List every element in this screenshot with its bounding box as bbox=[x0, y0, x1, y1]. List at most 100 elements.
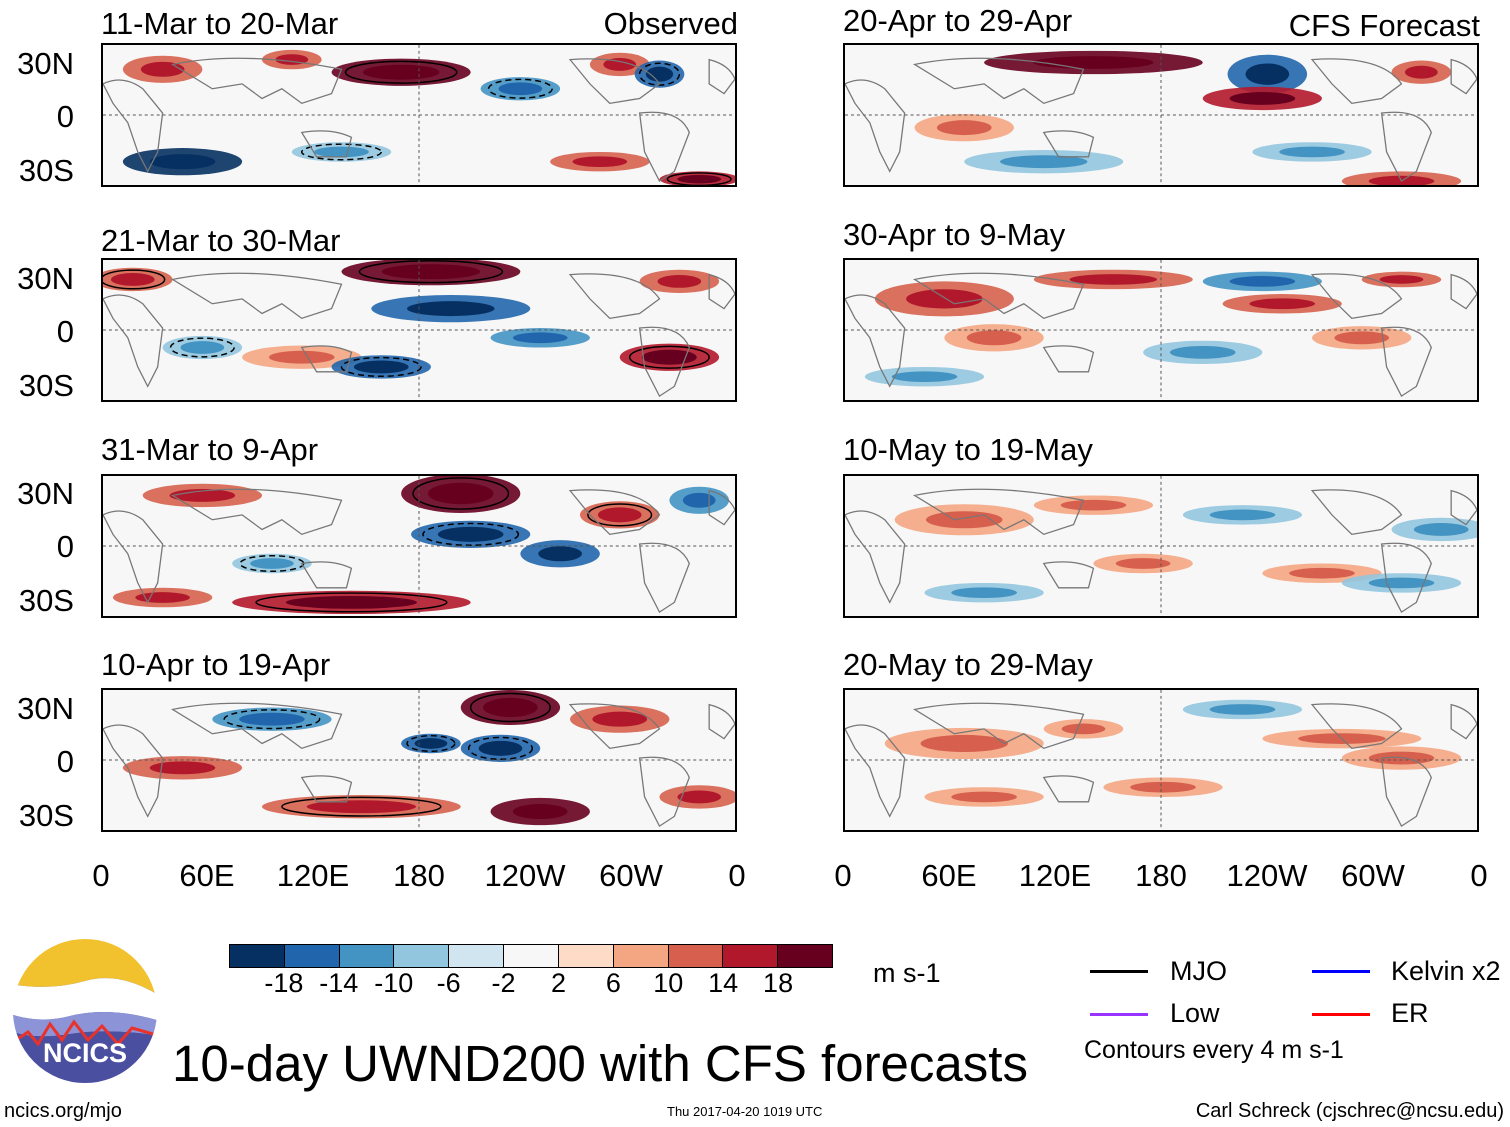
coastline bbox=[845, 272, 1477, 398]
anomaly-core-5 bbox=[1169, 345, 1236, 359]
map-panel-4 bbox=[101, 688, 737, 832]
ytick-30s-4: 30S bbox=[18, 798, 74, 833]
mjo-contour-0 bbox=[344, 60, 458, 84]
anomaly-field bbox=[884, 699, 1462, 807]
legend-label-low: Low bbox=[1170, 998, 1220, 1028]
ytick-30s-3: 30S bbox=[18, 583, 74, 618]
map-7 bbox=[845, 476, 1477, 616]
panel-title-4: 10-Apr to 19-Apr bbox=[101, 647, 331, 682]
colorbar-swatch-0 bbox=[230, 945, 285, 967]
xtick-l-60e: 60E bbox=[179, 858, 235, 893]
anomaly-core-3 bbox=[538, 546, 582, 562]
anomaly-core-0 bbox=[362, 64, 440, 80]
colorbar-label-4: -2 bbox=[491, 968, 516, 998]
ytick-30n-4: 30N bbox=[17, 691, 74, 726]
ytick-30n-1: 30N bbox=[17, 46, 74, 81]
anomaly-field bbox=[122, 690, 735, 826]
xtick-r-0-end: 0 bbox=[1470, 858, 1488, 893]
legend-line-kelvin bbox=[1312, 970, 1370, 973]
mjo-contour-6 bbox=[587, 503, 653, 527]
ytick-30n-2: 30N bbox=[17, 261, 74, 296]
mjo-contour-2 bbox=[103, 269, 166, 290]
colorbar-swatch-7 bbox=[613, 945, 669, 967]
ytick-30s-1: 30S bbox=[18, 153, 74, 188]
map-5 bbox=[845, 45, 1477, 185]
legend-line-low bbox=[1090, 1013, 1148, 1016]
anomaly-field bbox=[122, 49, 735, 185]
anomaly-core-7 bbox=[1209, 509, 1276, 521]
colorbar-swatch-2 bbox=[339, 945, 395, 967]
anomaly-core-8 bbox=[891, 371, 958, 383]
ytick-30n-3: 30N bbox=[17, 476, 74, 511]
anomaly-core-7 bbox=[572, 156, 628, 168]
anomaly-core-0 bbox=[427, 482, 494, 505]
anomaly-field bbox=[894, 495, 1477, 603]
xtick-r-120w: 120W bbox=[1226, 858, 1308, 893]
anomaly-core-3 bbox=[1249, 298, 1316, 310]
map-panel-1 bbox=[101, 43, 737, 187]
anomaly-core-1 bbox=[169, 489, 236, 502]
map-panel-5 bbox=[843, 43, 1479, 187]
map-panel-6 bbox=[843, 258, 1479, 402]
mjo-contour-4 bbox=[281, 796, 442, 817]
mjo-contour-0 bbox=[358, 260, 504, 284]
mjo-contour-2 bbox=[223, 709, 321, 730]
ytick-0-4: 0 bbox=[56, 744, 74, 779]
ytick-0-2: 0 bbox=[56, 314, 74, 349]
xtick-l-120w: 120W bbox=[484, 858, 566, 893]
panel-title-8: 20-May to 29-May bbox=[843, 647, 1093, 682]
colorbar-label-2: -10 bbox=[374, 968, 414, 998]
xtick-l-180: 180 bbox=[393, 858, 445, 893]
legend-label-mjo: MJO bbox=[1170, 956, 1227, 986]
map-2 bbox=[103, 260, 735, 400]
mjo-contour-2 bbox=[422, 522, 520, 546]
colorbar-swatch-3 bbox=[394, 945, 450, 967]
contour-note: Contours every 4 m s-1 bbox=[1084, 1036, 1344, 1064]
anomaly-core-4 bbox=[1289, 567, 1355, 579]
panel-label-cfs: CFS Forecast bbox=[1288, 8, 1480, 43]
map-panel-3 bbox=[101, 474, 737, 618]
ytick-0-1: 0 bbox=[56, 99, 74, 134]
anomaly-core-5 bbox=[512, 332, 568, 344]
xtick-r-60w: 60W bbox=[1341, 858, 1405, 893]
legend-label-kelvin: Kelvin x2 bbox=[1391, 956, 1501, 986]
coastline bbox=[103, 57, 735, 183]
footer-timestamp: Thu 2017-04-20 1019 UTC bbox=[667, 1104, 823, 1119]
anomaly-core-4 bbox=[951, 791, 1017, 803]
anomaly-core-5 bbox=[1279, 146, 1345, 158]
xtick-l-120e: 120E bbox=[276, 858, 350, 893]
anomaly-core-4 bbox=[285, 595, 418, 609]
panel-title-7: 10-May to 19-May bbox=[843, 432, 1093, 467]
map-4 bbox=[103, 690, 735, 830]
map-panel-8 bbox=[843, 688, 1479, 832]
anomaly-core-7 bbox=[682, 492, 716, 508]
colorbar-swatch-10 bbox=[778, 945, 832, 967]
panel-label-observed: Observed bbox=[603, 6, 738, 41]
ncics-logo: NCICS bbox=[11, 937, 159, 1085]
anomaly-core-8 bbox=[180, 341, 225, 354]
anomaly-core-4 bbox=[353, 360, 409, 374]
anomaly-core-1 bbox=[1069, 274, 1158, 285]
anomaly-core-1 bbox=[407, 301, 495, 317]
xtick-r-60e: 60E bbox=[921, 858, 977, 893]
anomaly-core-3 bbox=[1404, 65, 1438, 79]
xtick-l-60w: 60W bbox=[599, 858, 663, 893]
map-panel-2 bbox=[101, 258, 737, 402]
anomaly-core-1 bbox=[1060, 499, 1127, 511]
xtick-r-180: 180 bbox=[1135, 858, 1187, 893]
xtick-r-0: 0 bbox=[834, 858, 852, 893]
anomaly-core-4 bbox=[1000, 155, 1088, 169]
coastline bbox=[845, 57, 1477, 183]
anomaly-core-0 bbox=[920, 734, 1008, 753]
panel-title-2: 21-Mar to 30-Mar bbox=[101, 223, 341, 258]
anomaly-field bbox=[103, 260, 720, 379]
legend-line-mjo bbox=[1090, 970, 1148, 973]
anomaly-core-6 bbox=[642, 349, 697, 365]
anomaly-core-2 bbox=[110, 273, 155, 286]
anomaly-core-2 bbox=[1229, 92, 1296, 105]
anomaly-field bbox=[914, 50, 1462, 185]
mjo-contour-0 bbox=[412, 477, 510, 510]
anomaly-core-3 bbox=[951, 587, 1017, 599]
colorbar-swatch-1 bbox=[284, 945, 340, 967]
main-title: 10-day UWND200 with CFS forecasts bbox=[172, 1035, 1028, 1092]
